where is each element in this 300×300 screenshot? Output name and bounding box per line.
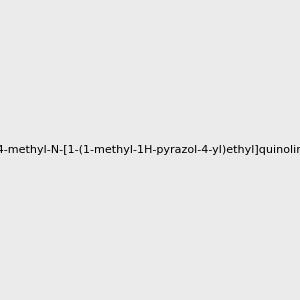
Text: 7-chloro-4-methyl-N-[1-(1-methyl-1H-pyrazol-4-yl)ethyl]quinolin-2-amine: 7-chloro-4-methyl-N-[1-(1-methyl-1H-pyra… <box>0 145 300 155</box>
